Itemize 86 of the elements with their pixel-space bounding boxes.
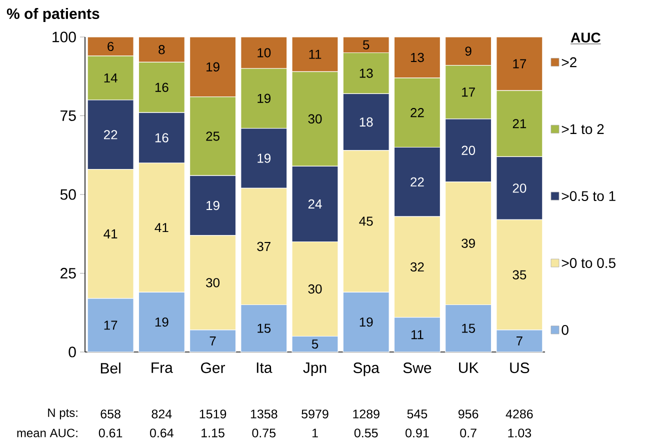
legend-label: >2 <box>562 57 576 68</box>
text: 5979 <box>302 410 328 418</box>
text: 1358 <box>250 410 278 418</box>
data-label: 7 <box>516 336 522 346</box>
data-label: 22 <box>410 108 424 118</box>
data-label: 11 <box>411 330 424 340</box>
text: 1 <box>312 428 318 438</box>
data-label: 14 <box>104 73 118 82</box>
legend-label: 0 <box>562 324 568 335</box>
data-label: 19 <box>258 154 271 163</box>
data-label: 19 <box>258 94 271 104</box>
data-label: 15 <box>462 324 476 333</box>
text: 0.55 <box>354 428 378 438</box>
data-label: 15 <box>258 324 271 333</box>
data-label: 11 <box>309 50 322 59</box>
text: 0.75 <box>252 428 276 438</box>
text: 658 <box>100 410 120 418</box>
text: N pts: <box>48 408 78 420</box>
data-label: 30 <box>308 284 322 294</box>
data-label: 17 <box>462 88 475 97</box>
data-label: 32 <box>410 262 424 272</box>
data-label: 30 <box>308 114 322 124</box>
y-tick-label: 50 <box>60 189 76 200</box>
y-axis-title: % of patients <box>6 8 100 22</box>
legend-label: >1 to 2 <box>562 124 604 134</box>
text: 1.15 <box>202 428 224 438</box>
data-label: 10 <box>258 48 271 58</box>
text: 0.61 <box>98 428 122 438</box>
text: 1519 <box>200 410 226 418</box>
text: 1.03 <box>508 428 532 438</box>
data-label: 17 <box>513 59 526 68</box>
text: 824 <box>152 410 172 418</box>
text: 956 <box>458 410 478 418</box>
x-tick-label: US <box>510 362 530 374</box>
x-tick-label: Swe <box>403 362 432 374</box>
legend-label: >0.5 to 1 <box>562 191 616 202</box>
data-label: 37 <box>257 242 270 252</box>
data-label: 24 <box>308 199 322 208</box>
data-label: 5 <box>363 40 370 50</box>
x-tick-label: UK <box>459 362 479 373</box>
data-label: 45 <box>359 216 373 226</box>
data-label: 41 <box>154 223 168 232</box>
data-label: 21 <box>512 119 526 128</box>
y-tick-label: 0 <box>68 346 76 358</box>
data-label: 20 <box>462 146 476 155</box>
data-label: 25 <box>206 132 220 141</box>
y-tick-label: 75 <box>60 110 76 121</box>
data-label: 41 <box>104 229 118 238</box>
data-label: 35 <box>512 270 526 280</box>
data-label: 13 <box>410 52 424 62</box>
data-label: 39 <box>462 238 475 248</box>
text: 0.91 <box>406 428 429 438</box>
data-label: 20 <box>512 184 526 193</box>
y-tick-label: 100 <box>52 32 76 42</box>
data-label: 18 <box>360 117 373 127</box>
data-label: 22 <box>410 177 424 186</box>
series-label: >0 to 0.5 <box>562 258 616 268</box>
data-label: 19 <box>360 317 373 327</box>
x-tick-label: Spa <box>353 362 380 376</box>
data-label: 22 <box>104 130 118 140</box>
y-tick-label: 25 <box>60 268 76 279</box>
x-tick-label: Bel <box>100 362 120 374</box>
x-tick-label: Fra <box>152 362 173 373</box>
data-label: 30 <box>206 278 220 288</box>
text: mean AUC: <box>17 428 78 438</box>
text: 545 <box>407 410 428 418</box>
text: 1289 <box>353 410 380 418</box>
data-label: 17 <box>104 320 118 330</box>
text: 4286 <box>506 410 533 418</box>
data-label: 19 <box>155 317 168 327</box>
data-label: 8 <box>158 44 165 54</box>
data-label: 6 <box>108 42 114 52</box>
text: 0.64 <box>150 428 174 438</box>
data-label: 7 <box>210 336 216 346</box>
data-label: 9 <box>465 46 472 56</box>
data-label: 16 <box>155 133 168 142</box>
x-tick-label: Ger <box>201 362 226 374</box>
data-label: 19 <box>206 200 220 210</box>
data-label: 5 <box>312 340 318 349</box>
legend-title: AUC <box>570 32 600 43</box>
x-tick-label: Ita <box>256 362 272 373</box>
data-label: 13 <box>360 68 373 78</box>
text: 0.7 <box>460 428 476 438</box>
x-tick-label: Jpn <box>303 362 326 376</box>
data-label: 16 <box>155 82 168 92</box>
data-label: 19 <box>206 62 220 72</box>
